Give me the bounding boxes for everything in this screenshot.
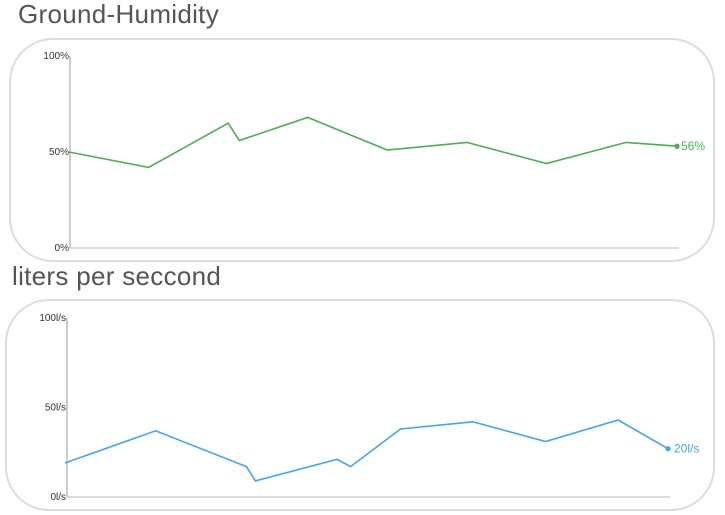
flow-rate-chart: 100l/s 50l/s 0l/s 20l/s bbox=[39, 313, 699, 503]
humidity-y-tick-label: 100% bbox=[43, 51, 69, 62]
flow-series-line bbox=[64, 419, 669, 482]
humidity-y-tick-label: 0% bbox=[55, 243, 70, 254]
humidity-series-line bbox=[68, 116, 678, 169]
humidity-y-tick-label: 50% bbox=[49, 147, 69, 158]
flow-rate-title: liters per seccond bbox=[12, 261, 222, 291]
flow-y-tick-label: 0l/s bbox=[50, 492, 66, 503]
flow-y-tick-label: 100l/s bbox=[39, 313, 66, 324]
humidity-end-point bbox=[674, 143, 680, 149]
flow-y-tick-label: 50l/s bbox=[45, 403, 66, 414]
ground-humidity-card: 100% 50% 0% 56% bbox=[9, 38, 715, 262]
flow-end-point bbox=[665, 446, 671, 452]
humidity-current-value-label: 56% bbox=[681, 139, 705, 153]
ground-humidity-chart: 100% 50% 0% 56% bbox=[43, 51, 705, 254]
flow-current-value-label: 20l/s bbox=[674, 442, 699, 456]
ground-humidity-title: Ground-Humidity bbox=[18, 0, 220, 29]
flow-rate-card: 100l/s 50l/s 0l/s 20l/s bbox=[5, 299, 715, 511]
